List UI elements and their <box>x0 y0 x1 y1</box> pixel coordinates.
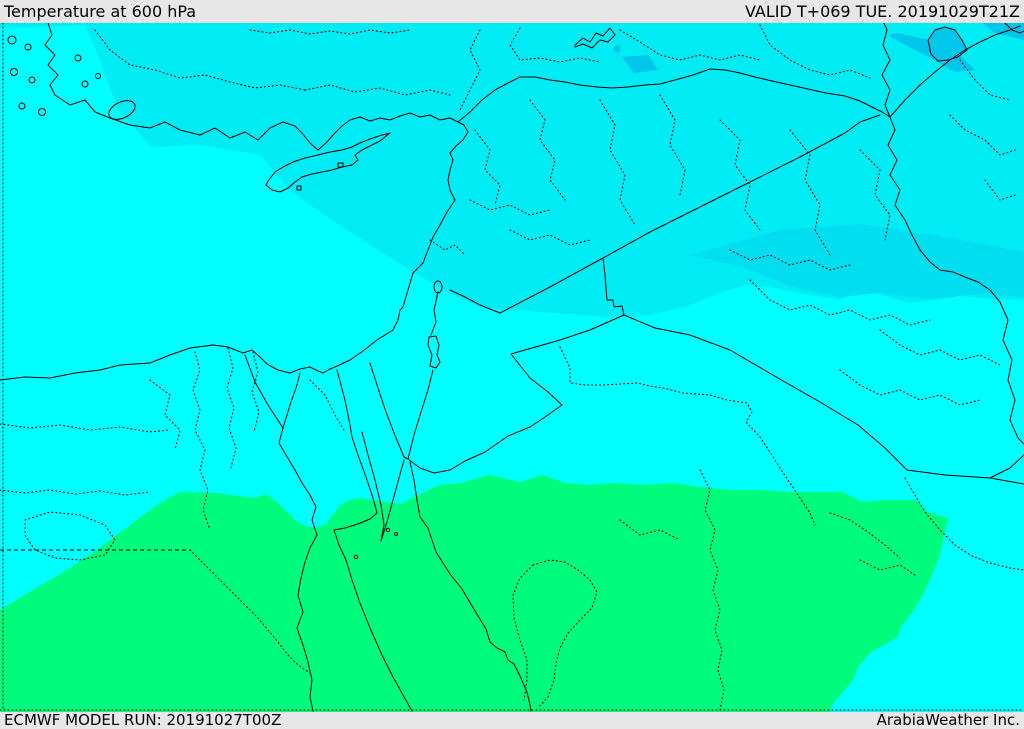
nile-river <box>278 427 318 712</box>
temperature-field-warm-green <box>0 475 948 712</box>
lake-outlines <box>427 22 1024 369</box>
model-run-label: ECMWF MODEL RUN: 20191027T00Z <box>4 711 282 729</box>
arabian-red-sea-coast <box>409 461 532 712</box>
dead-sea <box>427 335 441 369</box>
footer-bar: ECMWF MODEL RUN: 20191027T00Z ArabiaWeat… <box>0 712 1024 729</box>
nile-delta-branch-east <box>282 372 301 429</box>
mediterranean-coastline <box>0 22 469 381</box>
sinai-shores <box>361 431 405 542</box>
gulf-of-suez-west-shore <box>333 436 413 712</box>
valid-time-label: VALID T+069 TUE. 20191029T21Z <box>744 2 1020 21</box>
red-sea-and-nile <box>244 354 532 712</box>
nile-delta-branch-west <box>244 354 284 429</box>
cold-patches <box>613 23 1024 73</box>
suez-canal <box>336 369 353 438</box>
admin-boundaries-dotted <box>0 22 1024 712</box>
rhodes-island <box>108 100 136 120</box>
brand-label: ArabiaWeather Inc. <box>876 711 1020 729</box>
cyprus-island <box>265 132 391 193</box>
aegean-islands <box>7 35 136 120</box>
temperature-streak-cooler <box>690 224 1024 299</box>
header-bar: Temperature at 600 hPa VALID T+069 TUE. … <box>0 0 1024 23</box>
map-title: Temperature at 600 hPa <box>4 2 197 21</box>
country-borders <box>369 22 1024 485</box>
